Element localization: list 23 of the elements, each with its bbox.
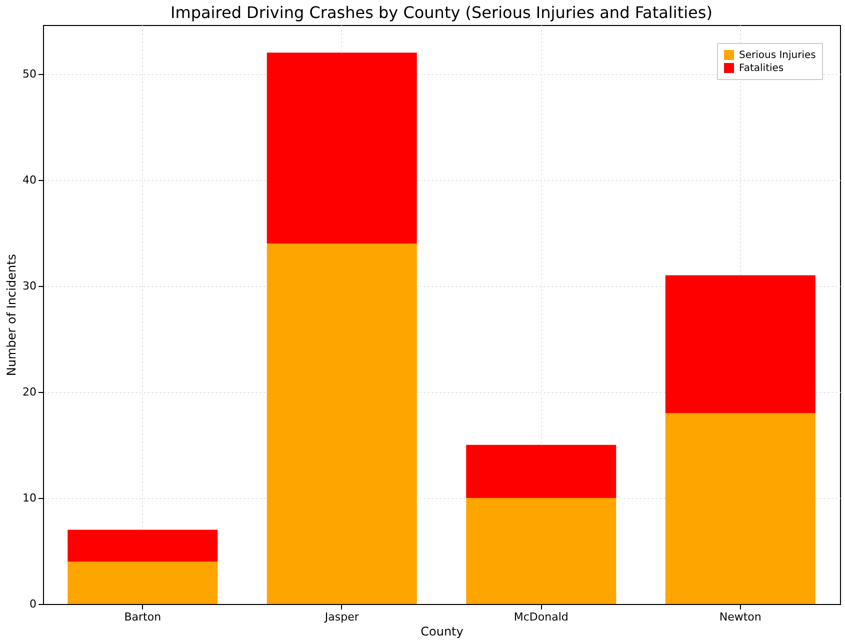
x-tick-label: McDonald — [514, 610, 568, 624]
legend-label: Fatalities — [739, 63, 784, 74]
bar — [466, 498, 616, 604]
x-tick-label: Jasper — [324, 610, 360, 624]
bar — [665, 275, 816, 414]
bar — [266, 52, 417, 244]
bar — [68, 562, 218, 604]
x-tick-label: Barton — [124, 610, 162, 624]
y-tick-label: 50 — [22, 67, 36, 80]
y-tick-label: 0 — [30, 598, 36, 610]
x-axis-title: County — [420, 624, 464, 638]
chart-title: Impaired Driving Crashes by County (Serious Injuries and Fatalities) — [170, 3, 712, 22]
y-axis-title: Number of Incidents — [4, 254, 19, 376]
y-tick-label: 40 — [22, 173, 36, 186]
bar — [266, 243, 417, 604]
bar — [466, 444, 616, 498]
legend-label: Serious Injuries — [739, 50, 816, 61]
bar — [68, 530, 218, 562]
y-tick-label: 10 — [22, 491, 36, 504]
y-tick-label: 20 — [22, 385, 36, 398]
x-tick-label: Newton — [719, 610, 762, 624]
bar — [665, 413, 816, 604]
y-tick-label: 30 — [22, 279, 36, 292]
